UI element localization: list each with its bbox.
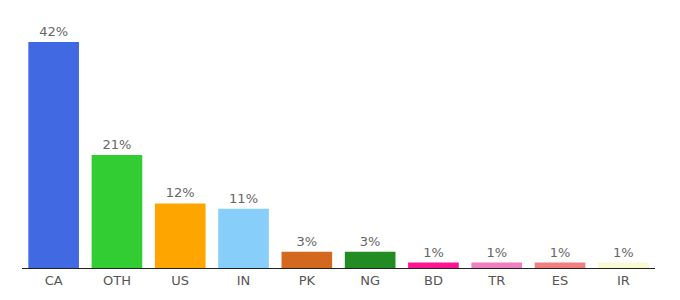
svg-text:NG: NG bbox=[360, 273, 380, 288]
svg-text:21%: 21% bbox=[102, 137, 131, 152]
svg-text:CA: CA bbox=[45, 273, 63, 288]
svg-text:1%: 1% bbox=[550, 245, 571, 260]
svg-text:1%: 1% bbox=[613, 245, 634, 260]
svg-text:BD: BD bbox=[424, 273, 443, 288]
svg-text:IN: IN bbox=[237, 273, 251, 288]
svg-text:11%: 11% bbox=[229, 191, 258, 206]
svg-text:US: US bbox=[171, 273, 189, 288]
svg-text:PK: PK bbox=[299, 273, 316, 288]
svg-text:1%: 1% bbox=[423, 245, 444, 260]
svg-text:IR: IR bbox=[617, 273, 630, 288]
svg-text:12%: 12% bbox=[166, 185, 195, 200]
svg-text:3%: 3% bbox=[297, 234, 318, 249]
svg-text:3%: 3% bbox=[360, 234, 381, 249]
svg-text:ES: ES bbox=[552, 273, 568, 288]
svg-text:1%: 1% bbox=[486, 245, 507, 260]
svg-text:42%: 42% bbox=[39, 24, 68, 39]
svg-text:TR: TR bbox=[487, 273, 505, 288]
svg-text:OTH: OTH bbox=[103, 273, 131, 288]
